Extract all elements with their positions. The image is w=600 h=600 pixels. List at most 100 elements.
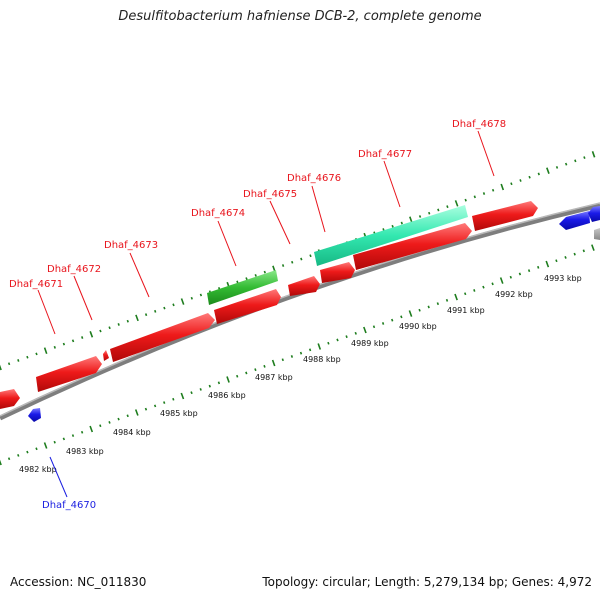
genome-title: Desulfitobacterium hafniense DCB-2, comp… [118, 9, 482, 24]
inner-ruler-major-tick [363, 326, 367, 334]
outer-ruler-minor-tick [144, 313, 148, 317]
inner-ruler-major-tick [271, 359, 276, 367]
gene-label-dhaf-4678[interactable]: Dhaf_4678 [452, 119, 506, 130]
leader-line-dhaf-4670 [49, 456, 68, 498]
inner-ruler-track [0, 244, 595, 466]
outer-ruler-minor-tick [537, 172, 540, 176]
inner-ruler-minor-tick [464, 292, 467, 296]
outer-ruler-minor-tick [391, 224, 394, 228]
outer-ruler-minor-tick [236, 280, 239, 284]
inner-ruler-minor-tick [427, 305, 430, 309]
outer-ruler-major-tick [591, 151, 596, 158]
inner-ruler-minor-tick [17, 453, 20, 457]
cyan-feature-bar [314, 205, 468, 266]
inner-ruler-major-tick [454, 293, 458, 301]
genome-backbone [0, 202, 600, 421]
inner-ruler-minor-tick [336, 338, 339, 342]
inner-ruler-major-tick [180, 392, 185, 400]
outer-ruler-major-tick [500, 183, 505, 191]
outer-ruler-minor-tick [437, 208, 440, 212]
outer-ruler-minor-tick [574, 159, 577, 163]
outer-ruler-minor-tick [583, 156, 586, 159]
gene-arrow-gray-right [594, 228, 600, 240]
inner-ruler-major-tick [43, 442, 48, 449]
inner-ruler-minor-tick [245, 371, 248, 375]
outer-ruler-minor-tick [53, 345, 56, 349]
outer-ruler-minor-tick [108, 326, 111, 330]
outer-ruler-minor-tick [62, 342, 66, 346]
inner-ruler-minor-tick [436, 302, 440, 306]
inner-ruler-major-tick [408, 310, 413, 317]
inner-ruler-minor-tick [582, 249, 585, 253]
outer-ruler-minor-tick [99, 329, 102, 333]
genome-backbone-highlight [0, 202, 600, 417]
inner-ruler-minor-tick [53, 440, 56, 444]
accession-text: Accession: NC_011830 [10, 575, 147, 589]
inner-ruler-minor-tick [400, 315, 403, 319]
gene-arrow-dhaf-4671 [36, 356, 102, 392]
gene-label-dhaf-4672[interactable]: Dhaf_4672 [47, 264, 101, 275]
inner-ruler-minor-tick [71, 434, 75, 437]
gene-label-dhaf-4673[interactable]: Dhaf_4673 [104, 240, 158, 251]
leader-line-dhaf-4672 [73, 275, 93, 321]
inner-ruler-minor-tick [418, 308, 421, 312]
inner-ruler-minor-tick [254, 368, 257, 372]
inner-ruler-major-tick [545, 260, 550, 268]
scale-label-4986: 4986 kbp [208, 391, 246, 400]
gene-label-dhaf-4674[interactable]: Dhaf_4674 [191, 208, 245, 219]
outer-ruler-minor-tick [528, 175, 531, 179]
outer-ruler-major-tick [180, 298, 185, 305]
inner-ruler-major-tick [499, 277, 504, 284]
inner-ruler-major-tick [0, 459, 2, 466]
inner-ruler-major-tick [226, 376, 230, 383]
outer-ruler-major-tick [135, 314, 139, 322]
outer-ruler-minor-tick [245, 277, 248, 281]
outer-ruler-major-tick [546, 167, 550, 174]
outer-ruler-major-tick [0, 364, 2, 371]
outer-ruler-minor-tick [418, 215, 422, 218]
leader-line-dhaf-4675 [269, 200, 291, 245]
gene-arrow-dhaf-4672 [103, 350, 109, 361]
outer-ruler-minor-tick [510, 182, 513, 186]
scale-label-4989: 4989 kbp [351, 339, 389, 348]
leader-line-dhaf-4677 [383, 160, 401, 208]
inner-ruler-minor-tick [491, 282, 494, 286]
inner-ruler-minor-tick [26, 450, 29, 454]
inner-ruler-minor-tick [537, 265, 540, 269]
leader-line-dhaf-4678 [477, 130, 495, 177]
scale-label-4988: 4988 kbp [303, 355, 341, 364]
gene-label-dhaf-4676[interactable]: Dhaf_4676 [287, 173, 341, 184]
outer-ruler-minor-tick [555, 166, 559, 169]
inner-ruler-minor-tick [527, 269, 531, 273]
outer-ruler-minor-tick [281, 264, 285, 267]
gene-label-dhaf-4670[interactable]: Dhaf_4670 [42, 500, 96, 511]
gene-arrow-minus-right-2 [588, 206, 600, 222]
inner-ruler-minor-tick [62, 437, 66, 441]
inner-ruler-minor-tick [327, 341, 330, 345]
inner-ruler-minor-tick [281, 358, 284, 362]
inner-ruler-minor-tick [290, 355, 294, 358]
scale-label-4992: 4992 kbp [495, 290, 533, 299]
topology-summary-text: Topology: circular; Length: 5,279,134 bp… [262, 575, 592, 589]
leader-line-dhaf-4674 [217, 220, 237, 267]
outer-ruler-minor-tick [7, 362, 11, 366]
scale-label-4990: 4990 kbp [399, 322, 437, 331]
outer-ruler-minor-tick [81, 336, 84, 339]
gene-label-dhaf-4677[interactable]: Dhaf_4677 [358, 149, 412, 160]
gene-label-dhaf-4675[interactable]: Dhaf_4675 [243, 189, 297, 200]
inner-ruler-minor-tick [80, 430, 84, 434]
inner-ruler-minor-tick [236, 374, 239, 378]
scale-label-4983: 4983 kbp [66, 447, 104, 456]
outer-ruler-minor-tick [291, 260, 294, 264]
outer-ruler-minor-tick [446, 205, 449, 209]
outer-ruler-minor-tick [519, 179, 522, 182]
inner-ruler-minor-tick [555, 259, 558, 263]
inner-ruler-major-tick [591, 244, 595, 251]
outer-ruler-minor-tick [309, 254, 312, 258]
leader-line-dhaf-4676 [311, 185, 326, 233]
outer-ruler-major-tick [43, 347, 48, 354]
gene-label-dhaf-4671[interactable]: Dhaf_4671 [9, 279, 63, 290]
gene-arrow-left-partial [0, 389, 20, 409]
outer-ruler-minor-tick [199, 293, 203, 297]
gene-arrow-dhaf-4673 [110, 313, 215, 362]
